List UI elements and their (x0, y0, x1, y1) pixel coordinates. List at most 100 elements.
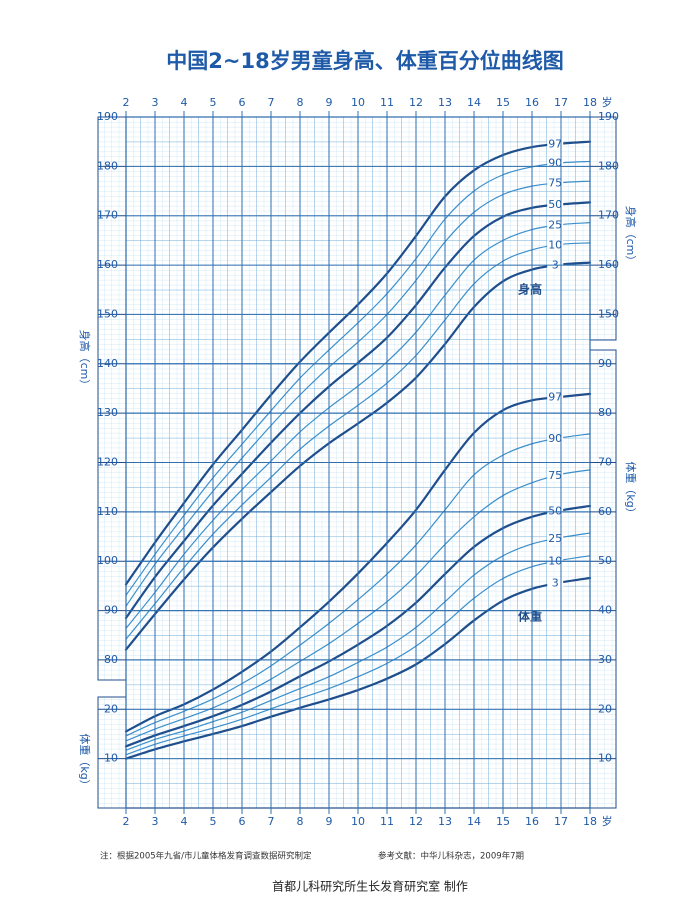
y2-tick-label: 90 (598, 357, 612, 370)
x-tick-label-top: 15 (496, 96, 510, 109)
x-tick-label-bottom: 15 (496, 815, 510, 828)
x-tick-label-bottom: 14 (467, 815, 481, 828)
x-tick-label-top: 7 (268, 96, 275, 109)
y2-tick-label: 80 (598, 406, 612, 419)
x-tick-label-top: 13 (438, 96, 452, 109)
percentile-label: 25 (548, 532, 562, 545)
x-tick-label-top: 2 (123, 96, 130, 109)
right-height-label: 身高（cm） (624, 206, 638, 267)
x-tick-label-bottom: 13 (438, 815, 452, 828)
credit: 首都儿科研究所生长发育研究室 制作 (272, 879, 468, 894)
x-tick-label-top: 4 (181, 96, 188, 109)
x-tick-label-bottom: 12 (409, 815, 423, 828)
x-tick-label-top: 11 (380, 96, 394, 109)
x-tick-label-top: 17 (554, 96, 568, 109)
y2-tick-label-left: 10 (104, 752, 118, 765)
y-tick-label-right: 170 (598, 209, 619, 222)
y-tick-label: 170 (97, 209, 118, 222)
y-tick-label: 190 (97, 110, 118, 123)
y-tick-label-right: 160 (598, 258, 619, 271)
x-tick-label-top: 16 (525, 96, 539, 109)
percentile-label: 90 (548, 157, 562, 170)
percentile-label-bg (547, 471, 564, 482)
percentile-label: 50 (548, 198, 562, 211)
percentile-label-bg (547, 533, 564, 544)
y2-tick-label: 50 (598, 554, 612, 567)
right-weight-label: 体重（kg） (624, 461, 638, 518)
x-tick-label-bottom: 4 (181, 815, 188, 828)
reference: 参考文献：中华儿科杂志，2009年7期 (378, 851, 524, 862)
y2-tick-label: 20 (598, 702, 612, 715)
x-tick-label-bottom: 8 (297, 815, 304, 828)
x-tick-label-top: 9 (326, 96, 333, 109)
x-tick-label-top: 8 (297, 96, 304, 109)
y-tick-label: 90 (104, 604, 118, 617)
percentile-label: 90 (548, 432, 562, 445)
x-tick-label-bottom: 7 (268, 815, 275, 828)
y-tick-label: 140 (97, 357, 118, 370)
percentile-label-bg (547, 240, 564, 251)
y-tick-label-right: 150 (598, 307, 619, 320)
x-axis-unit-bottom: 岁 (602, 814, 613, 828)
x-tick-label-top: 5 (210, 96, 217, 109)
height-group-label: 身高 (518, 282, 542, 297)
y-tick-label: 180 (97, 159, 118, 172)
percentile-label-bg (547, 220, 564, 231)
x-tick-label-bottom: 16 (525, 815, 539, 828)
left-height-label: 身高（cm） (78, 330, 92, 391)
x-tick-label-bottom: 6 (239, 815, 246, 828)
y-tick-label-right: 190 (598, 110, 619, 123)
x-tick-label-top: 18 (583, 96, 597, 109)
percentile-label: 75 (548, 469, 562, 482)
percentile-label: 97 (548, 391, 562, 404)
y-tick-label-right: 180 (598, 159, 619, 172)
percentile-label: 3 (552, 577, 559, 590)
x-tick-label-bottom: 9 (326, 815, 333, 828)
y-tick-label: 80 (104, 653, 118, 666)
x-tick-label-bottom: 17 (554, 815, 568, 828)
x-axis-unit-top: 岁 (602, 95, 613, 109)
y-tick-label: 150 (97, 307, 118, 320)
x-tick-label-top: 6 (239, 96, 246, 109)
y2-tick-label: 10 (598, 752, 612, 765)
percentile-label: 10 (548, 238, 562, 251)
left-weight-strip (97, 696, 127, 809)
percentile-label-bg (547, 158, 564, 169)
x-tick-label-bottom: 5 (210, 815, 217, 828)
percentile-label: 25 (548, 219, 562, 232)
percentile-label-bg (547, 200, 564, 211)
y-tick-label: 120 (97, 456, 118, 469)
percentile-label-bg (547, 578, 564, 589)
x-tick-label-top: 3 (152, 96, 159, 109)
x-tick-label-bottom: 3 (152, 815, 159, 828)
y-tick-label: 110 (97, 505, 118, 518)
x-tick-label-top: 12 (409, 96, 423, 109)
y2-tick-label: 30 (598, 653, 612, 666)
y-tick-label: 160 (97, 258, 118, 271)
y2-tick-label: 40 (598, 604, 612, 617)
percentile-label-bg (547, 434, 564, 445)
x-tick-label-top: 14 (467, 96, 481, 109)
y-tick-label: 130 (97, 406, 118, 419)
y2-tick-label-left: 20 (104, 702, 118, 715)
y2-tick-label: 70 (598, 456, 612, 469)
percentile-label-bg (547, 392, 564, 403)
percentile-label: 97 (548, 137, 562, 150)
y2-tick-label: 60 (598, 505, 612, 518)
x-tick-label-bottom: 18 (583, 815, 597, 828)
percentile-label-bg (547, 178, 564, 189)
weight-group-label: 体重 (518, 609, 542, 624)
left-weight-label: 体重（kg） (78, 733, 92, 790)
x-tick-label-top: 10 (351, 96, 365, 109)
footnote: 注：根据2005年九省/市儿童体格发育调查数据研究制定 (100, 851, 312, 862)
x-tick-label-bottom: 2 (123, 815, 130, 828)
left-height-strip (97, 116, 127, 681)
percentile-label: 75 (548, 176, 562, 189)
x-tick-label-bottom: 10 (351, 815, 365, 828)
y-tick-label: 100 (97, 554, 118, 567)
percentile-label: 50 (548, 505, 562, 518)
chart-title: 中国2~18岁男童身高、体重百分位曲线图 (166, 49, 563, 73)
right-weight-strip (589, 349, 617, 809)
